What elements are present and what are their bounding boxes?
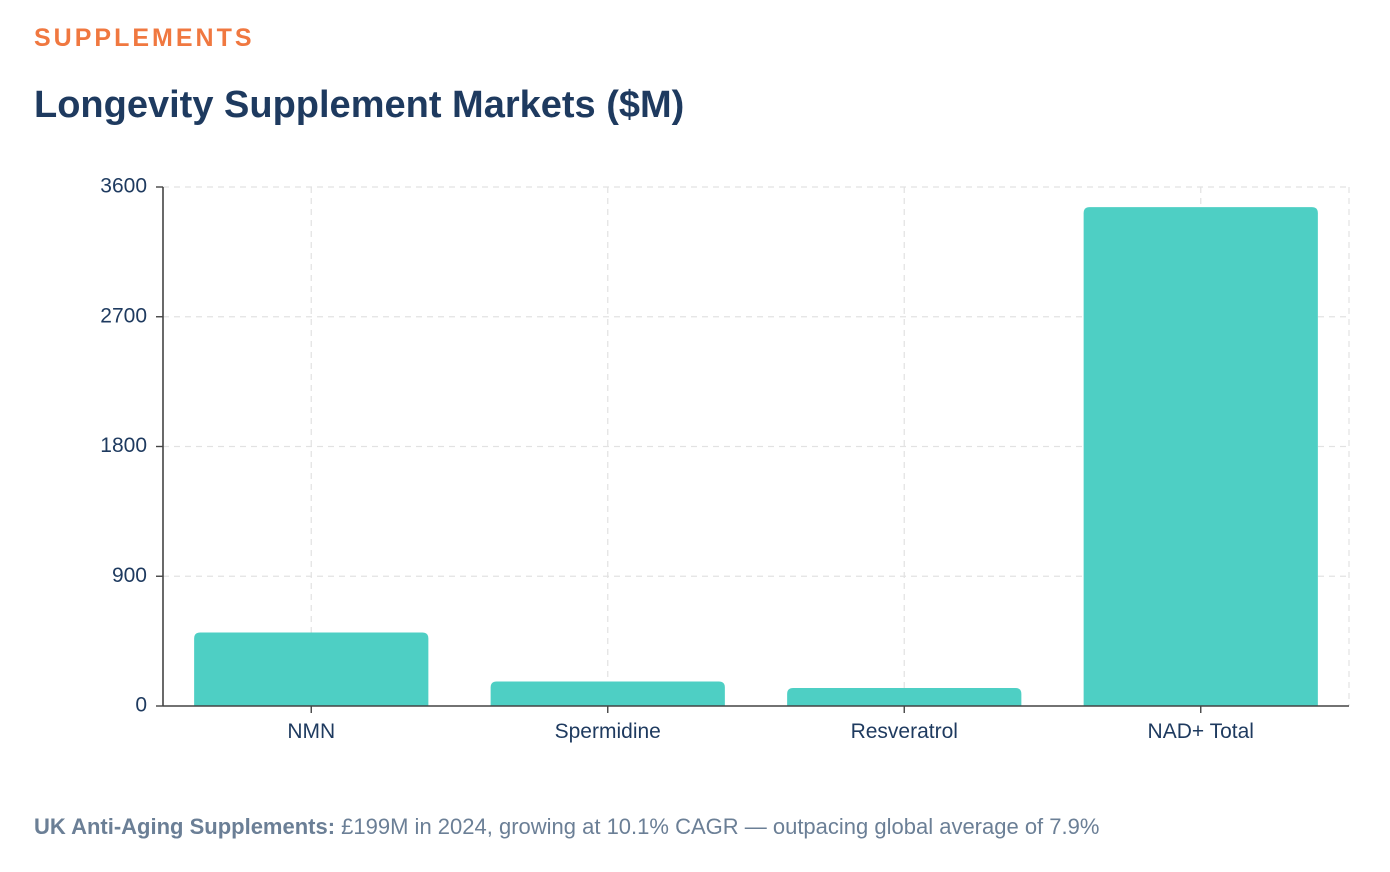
x-tick-label: NMN	[287, 720, 335, 743]
footnote: UK Anti-Aging Supplements: £199M in 2024…	[34, 814, 1099, 840]
bar-chart: 0 900 1800 2700 3600 NMN Spermidine Resveratrol…	[100, 175, 1350, 743]
bar-nmn	[194, 632, 429, 706]
y-tick-label: 3600	[100, 175, 147, 198]
section-eyebrow: SUPPLEMENTS	[34, 24, 255, 52]
x-tick-label: Resveratrol	[851, 720, 958, 743]
axes	[156, 186, 1349, 713]
bars	[194, 207, 1318, 706]
y-tick-label: 900	[112, 564, 147, 587]
chart-title: Longevity Supplement Markets ($M)	[34, 84, 685, 126]
tick-labels: 0 900 1800 2700 3600 NMN Spermidine Resveratrol…	[100, 175, 1254, 743]
bar-spermidine	[490, 681, 725, 706]
x-tick-label: NAD+ Total	[1148, 720, 1254, 743]
bar-resveratrol	[787, 687, 1022, 706]
y-tick-label: 2700	[100, 304, 147, 327]
y-tick-label: 0	[135, 694, 147, 717]
footnote-label: UK Anti-Aging Supplements:	[34, 814, 336, 839]
bar-nad-total	[1083, 207, 1318, 706]
y-tick-label: 1800	[100, 434, 147, 457]
footnote-text: £199M in 2024, growing at 10.1% CAGR — o…	[335, 814, 1100, 839]
x-tick-label: Spermidine	[555, 720, 661, 743]
